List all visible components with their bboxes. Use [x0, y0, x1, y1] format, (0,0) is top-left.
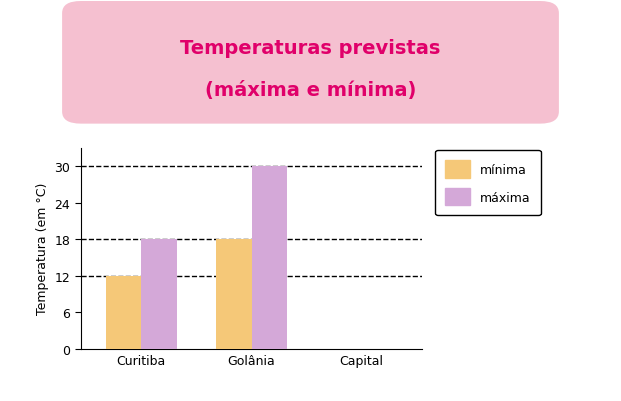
Text: Temperaturas previstas: Temperaturas previstas [180, 38, 441, 58]
Bar [142, 239, 176, 349]
Bar [252, 166, 287, 349]
Y-axis label: Temperatura (em °C): Temperatura (em °C) [36, 182, 49, 315]
Legend: mínima, máxima: mínima, máxima [435, 151, 541, 216]
Text: (máxima e mínima): (máxima e mínima) [205, 81, 416, 100]
Bar [216, 239, 252, 349]
Bar [106, 276, 142, 349]
